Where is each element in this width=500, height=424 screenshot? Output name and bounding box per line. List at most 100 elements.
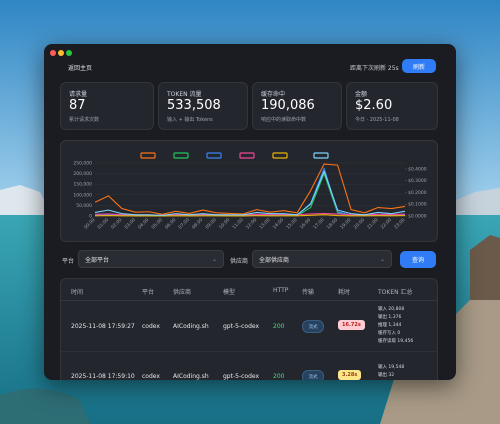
x-tick-label: 15:00 xyxy=(285,217,299,231)
legend-swatch xyxy=(173,152,189,159)
chevron: ⌄ xyxy=(211,255,217,263)
stat-label: TOKEN 流量 xyxy=(167,91,202,98)
x-tick-label: 07:00 xyxy=(177,217,191,231)
x-tick-label: 05:00 xyxy=(150,217,164,231)
x-tick-label: 12:00 xyxy=(245,217,259,231)
stat-card: 请求量 87 累计请求次数 xyxy=(60,82,154,130)
x-tick-label: 10:00 xyxy=(218,217,232,231)
x-tick-label: 16:00 xyxy=(299,217,313,231)
x-tick-label: 09:00 xyxy=(204,217,218,231)
series-line xyxy=(94,170,406,216)
app-window: 返回主页 距离下次刷新 25s 刷新 0 50,000 100,000 150,000… xyxy=(44,44,456,380)
stat-sub: 响应中的读取命中数 xyxy=(261,117,307,123)
column-header: 耗时 xyxy=(338,289,351,296)
token-line: 输入 20,808 xyxy=(378,307,405,312)
chevron: ⌄ xyxy=(379,255,385,263)
stat-label: 缓存命中 xyxy=(261,91,286,98)
cell-text: codex xyxy=(142,373,160,380)
query-button[interactable]: 查询 xyxy=(400,251,436,268)
column-header: 供应商 xyxy=(173,289,192,296)
series-line xyxy=(94,167,406,217)
y2-tick-label: $0.1000 xyxy=(408,202,427,208)
x-tick-label: 03:00 xyxy=(123,217,137,231)
x-tick-label: 19:00 xyxy=(339,217,353,231)
x-tick-label: 14:00 xyxy=(272,217,286,231)
x-tick-label: 23:00 xyxy=(393,217,407,231)
back-link[interactable]: 返回主页 xyxy=(68,65,93,72)
stat-sub: 输入 + 输出 Tokens xyxy=(167,117,213,123)
y-tick-label: 150,000 xyxy=(73,182,92,188)
transfer-badge: 流式 xyxy=(302,320,324,333)
y2-tick-label: $0.3000 xyxy=(408,178,427,184)
refresh-note: 距离下次刷新 25s xyxy=(350,65,399,72)
platform-select[interactable]: 全部平台 ⌄ xyxy=(78,250,224,268)
stat-label: 请求量 xyxy=(69,91,88,98)
x-tick-label: 01:00 xyxy=(96,217,110,231)
legend-swatch xyxy=(313,152,329,159)
column-header: HTTP xyxy=(273,287,289,294)
stat-card: 金额 $2.60 今日 · 2025-11-08 xyxy=(346,82,438,130)
chart-panel: 0 50,000 100,000 150,000 200,000 250,000 $0.00… xyxy=(60,140,438,242)
token-line: 推理 1,344 xyxy=(378,323,402,328)
y-tick-label: 250,000 xyxy=(73,161,92,167)
token-line: 输入 19,548 xyxy=(378,365,405,370)
refresh-button[interactable]: 刷新 xyxy=(402,59,436,73)
column-header: 平台 xyxy=(142,289,155,296)
stat-value: 87 xyxy=(69,98,86,113)
http-status: 200 xyxy=(273,373,285,380)
minimize-button[interactable] xyxy=(58,50,64,56)
stat-label: 金额 xyxy=(355,91,368,98)
stat-card: 缓存命中 190,086 响应中的读取命中数 xyxy=(252,82,342,130)
cell-text: gpt-5-codex xyxy=(223,373,260,380)
x-tick-label: 06:00 xyxy=(164,217,178,231)
y-tick-label: 100,000 xyxy=(73,192,92,198)
x-tick-label: 18:00 xyxy=(326,217,340,231)
cell-text: AICoding.sh xyxy=(173,373,209,380)
select-value: 全部平台 xyxy=(85,256,110,264)
x-tick-label: 08:00 xyxy=(191,217,205,231)
x-tick-label: 20:00 xyxy=(353,217,367,231)
column-header: 传输 xyxy=(302,289,315,296)
stat-value: $2.60 xyxy=(355,98,393,113)
token-line: 输出 32 xyxy=(378,373,395,378)
series-line xyxy=(94,214,406,217)
stat-value: 533,508 xyxy=(167,98,221,113)
zoom-button[interactable] xyxy=(66,50,72,56)
filter-label: 供应商 xyxy=(230,258,249,265)
legend-swatch xyxy=(140,152,156,159)
column-header: 时间 xyxy=(71,289,84,296)
cell-text: gpt-5-codex xyxy=(223,323,260,330)
provider-select[interactable]: 全部供应商 ⌄ xyxy=(252,250,392,268)
close-button[interactable] xyxy=(50,50,56,56)
transfer-badge: 流式 xyxy=(302,370,324,380)
chart: 0 50,000 100,000 150,000 200,000 250,000 $0.00… xyxy=(73,152,427,231)
http-status: 200 xyxy=(273,323,285,330)
token-line: 缓存写入 0 xyxy=(378,331,401,336)
token-line: 输出 1,376 xyxy=(378,315,402,320)
legend-swatch xyxy=(239,152,255,159)
y2-tick-label: $0.4000 xyxy=(408,166,427,172)
stat-sub: 累计请求次数 xyxy=(69,117,100,123)
y2-tick-label: $0.0000 xyxy=(408,214,427,220)
legend-swatch xyxy=(206,152,222,159)
cell-text: 2025-11-08 17:59:10 xyxy=(71,373,135,380)
x-tick-label: 22:00 xyxy=(380,217,394,231)
cell-text: codex xyxy=(142,323,160,330)
stat-value: 190,086 xyxy=(261,98,315,113)
stat-card: TOKEN 流量 533,508 输入 + 输出 Tokens xyxy=(158,82,248,130)
token-line: 缓存读取 19,456 xyxy=(378,339,414,344)
legend-swatch xyxy=(272,152,288,159)
cell-text: 2025-11-08 17:59:27 xyxy=(71,323,135,330)
x-tick-label: 17:00 xyxy=(312,217,326,231)
column-header: 模型 xyxy=(223,289,236,296)
filter-label: 平台 xyxy=(62,258,75,265)
select-value: 全部供应商 xyxy=(259,256,290,264)
x-tick-label: 02:00 xyxy=(110,217,124,231)
duration-badge: 3.28s xyxy=(338,370,362,380)
stat-sub: 今日 · 2025-11-08 xyxy=(355,117,399,123)
x-tick-label: 13:00 xyxy=(258,217,272,231)
y-tick-label: 0 xyxy=(89,214,92,220)
x-tick-label: 21:00 xyxy=(366,217,380,231)
divider xyxy=(61,300,437,301)
